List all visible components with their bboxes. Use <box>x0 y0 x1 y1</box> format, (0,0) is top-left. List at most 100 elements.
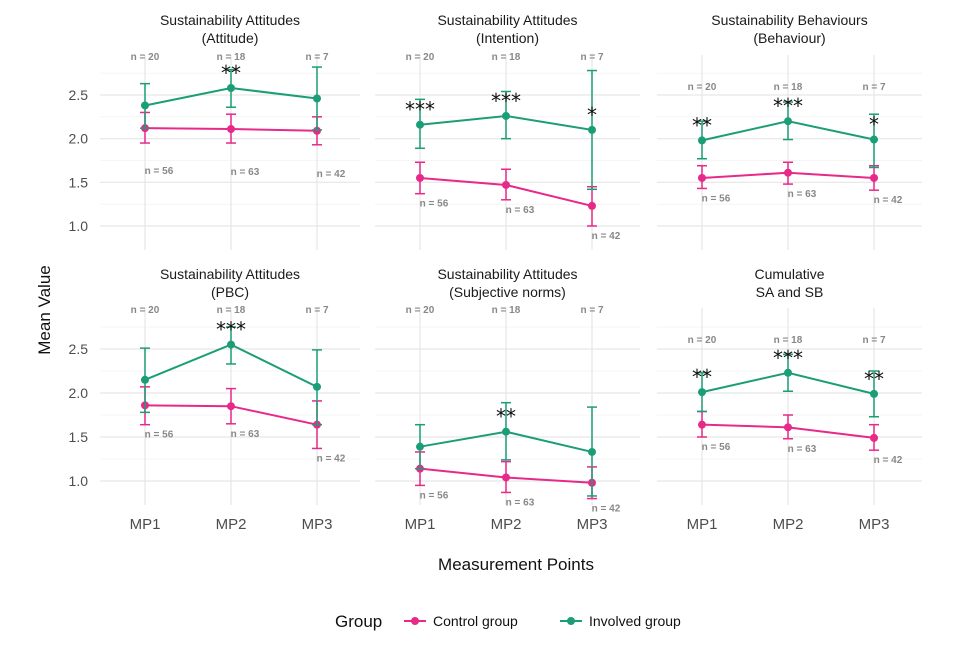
n-label: n = 20 <box>406 305 435 316</box>
data-point <box>141 101 149 110</box>
involved-series: n = 20 n = 18 n = 7 <box>688 82 886 169</box>
panel-title-line1: Sustainability Attitudes <box>160 266 300 282</box>
data-point <box>502 111 510 120</box>
panel-title-line2: (Intention) <box>476 30 539 46</box>
x-axis-label: Measurement Points <box>438 555 594 574</box>
x-tick-label: MP2 <box>491 516 522 533</box>
data-point <box>313 126 321 135</box>
data-point <box>313 382 321 391</box>
legend-entries: Control group Involved group <box>404 613 681 629</box>
data-point <box>502 427 510 436</box>
n-label: n = 18 <box>492 52 521 63</box>
n-label: n = 63 <box>506 497 535 508</box>
panel-title-line2: (PBC) <box>211 284 249 300</box>
data-point <box>784 117 792 126</box>
n-label: n = 7 <box>305 52 329 63</box>
involved-series: n = 20 n = 18 n = 7 <box>406 305 604 497</box>
significance-stars: *** <box>773 346 803 370</box>
data-point <box>588 125 596 134</box>
panel-1: Sustainability Attitudes (Attitude) 1.0 1.5… <box>69 12 360 250</box>
significance-stars: ** <box>864 367 884 391</box>
x-tick-label: MP3 <box>859 516 890 533</box>
n-label: n = 56 <box>702 193 731 204</box>
n-label: n = 7 <box>580 305 604 316</box>
n-label: n = 56 <box>145 430 174 441</box>
x-tick-label: MP1 <box>130 516 161 533</box>
panel-5: Sustainability Attitudes (Subjective norm… <box>375 266 640 533</box>
n-label: n = 20 <box>688 82 717 93</box>
data-point <box>313 94 321 103</box>
data-point <box>870 389 878 398</box>
n-label: n = 56 <box>420 490 449 501</box>
n-label: n = 18 <box>774 335 803 346</box>
data-point <box>870 135 878 144</box>
n-label: n = 42 <box>317 453 346 464</box>
panel-title-line1: Cumulative <box>754 266 824 282</box>
data-point <box>870 173 878 182</box>
significance-stars: *** <box>405 98 435 122</box>
legend: Group Control group Involved group <box>335 612 681 631</box>
legend-marker <box>567 617 575 625</box>
panel-title-line2: (Subjective norms) <box>449 284 566 300</box>
panel-3: Sustainability Behaviours (Behaviour) n = … <box>657 12 922 250</box>
data-point <box>784 368 792 377</box>
panel-4: Sustainability Attitudes (PBC) 1.0 1.5 2.0 2.… <box>69 266 360 533</box>
data-point <box>698 136 706 145</box>
data-point <box>502 180 510 189</box>
data-point <box>227 84 235 93</box>
panels-layer: Sustainability Attitudes (Attitude) 1.0 1.5… <box>69 12 922 533</box>
data-point <box>227 125 235 134</box>
n-label: n = 42 <box>592 504 621 515</box>
n-label: n = 42 <box>317 169 346 180</box>
y-tick-label: 1.5 <box>69 429 89 445</box>
n-label: n = 20 <box>406 52 435 63</box>
n-label: n = 56 <box>145 166 174 177</box>
n-label: n = 7 <box>580 52 604 63</box>
data-point <box>588 447 596 456</box>
involved-series: n = 20 n = 18 n = 7 <box>406 52 604 191</box>
panel-title-line1: Sustainability Attitudes <box>160 12 300 28</box>
y-tick-label: 2.5 <box>69 87 89 103</box>
y-tick-label: 2.0 <box>69 131 89 147</box>
y-tick-label: 2.0 <box>69 385 89 401</box>
legend-entry-2: Involved group <box>560 613 681 629</box>
panel-title-line1: Sustainability Attitudes <box>437 12 577 28</box>
n-label: n = 63 <box>788 189 817 200</box>
legend-entry-1: Control group <box>404 613 518 629</box>
n-label: n = 56 <box>702 442 731 453</box>
data-point <box>227 402 235 411</box>
control-series: n = 56 n = 63 n = 42 <box>415 451 621 515</box>
significance-stars: *** <box>773 94 803 118</box>
control-series: n = 56 n = 63 n = 42 <box>140 111 346 180</box>
x-tick-label: MP1 <box>405 516 436 533</box>
panel-title-line1: Sustainability Attitudes <box>437 266 577 282</box>
n-label: n = 42 <box>592 231 621 242</box>
data-point <box>416 442 424 451</box>
data-point <box>870 433 878 442</box>
significance-stars: ** <box>692 365 712 389</box>
x-tick-label: MP3 <box>302 516 333 533</box>
significance-stars: *** <box>491 89 521 113</box>
legend-marker <box>411 617 419 625</box>
significance-stars: *** <box>216 318 246 342</box>
n-label: n = 7 <box>862 335 886 346</box>
n-label: n = 63 <box>231 429 260 440</box>
n-label: n = 63 <box>788 444 817 455</box>
significance-stars: * <box>587 103 597 127</box>
panel-title-line1: Sustainability Behaviours <box>711 12 867 28</box>
x-tick-label: MP2 <box>773 516 804 533</box>
n-label: n = 20 <box>131 305 160 316</box>
legend-label: Control group <box>433 613 518 629</box>
x-tick-label: MP3 <box>577 516 608 533</box>
data-point <box>416 120 424 129</box>
n-label: n = 56 <box>420 199 449 210</box>
data-point <box>588 201 596 210</box>
data-point <box>227 340 235 349</box>
data-point <box>416 173 424 182</box>
significance-stars: ** <box>692 113 712 137</box>
n-label: n = 18 <box>492 305 521 316</box>
y-axis-label: Mean Value <box>35 265 54 354</box>
panel-title-line2: (Behaviour) <box>753 30 825 46</box>
data-point <box>698 173 706 182</box>
